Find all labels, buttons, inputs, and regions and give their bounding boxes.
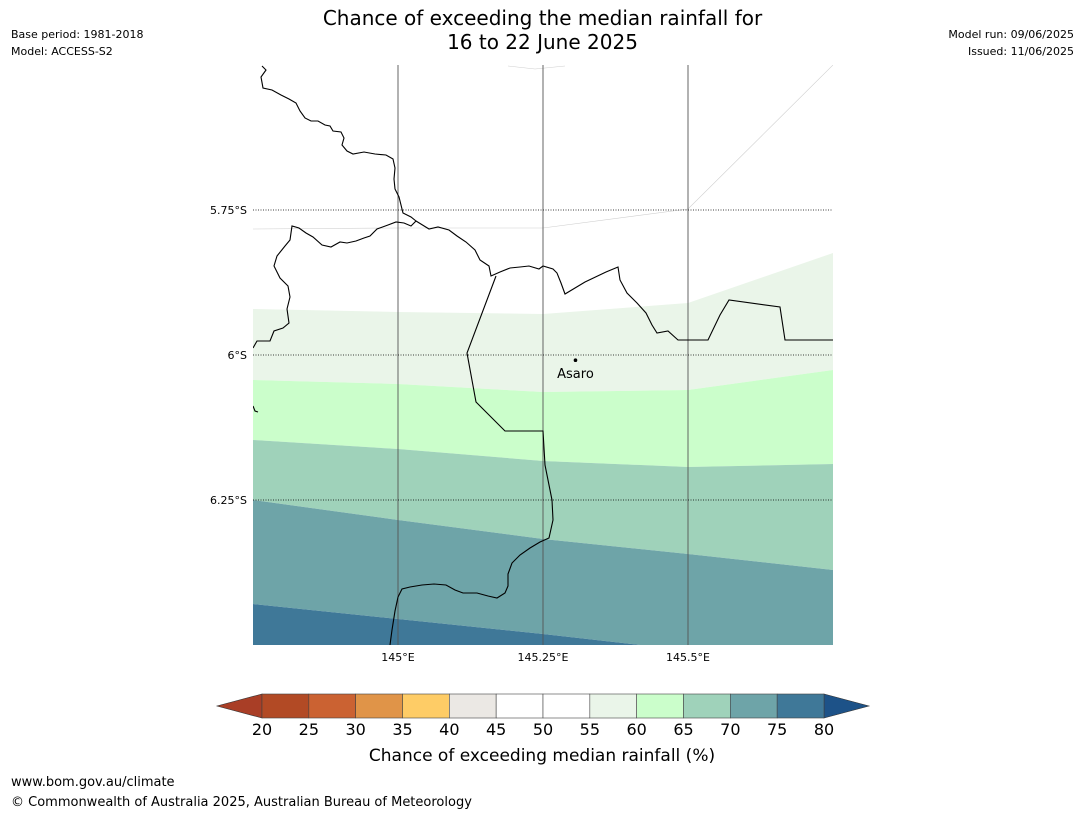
footer-copyright: © Commonwealth of Australia 2025, Austra… (11, 795, 472, 810)
colorbar-segment (776, 693, 825, 719)
colorbar-segment (542, 693, 591, 719)
lon-tick-labels: 145°E 145.25°E 145.5°E (381, 651, 710, 664)
colorbar-tick-label: 50 (533, 720, 553, 739)
colorbar-tick-label: 40 (439, 720, 459, 739)
colorbar-segment (683, 693, 731, 719)
colorbar-tick-label: 55 (580, 720, 600, 739)
province-border (415, 220, 833, 341)
model-run: Model run: 09/06/2025 (948, 28, 1074, 41)
province-border (253, 405, 259, 413)
colorbar-label: Chance of exceeding median rainfall (%) (369, 746, 715, 766)
model-name: Model: ACCESS-S2 (11, 45, 113, 58)
colorbar-segment (495, 693, 544, 719)
colorbar-tick-label: 30 (345, 720, 365, 739)
colorbar-segment (449, 693, 497, 719)
lat-tick-label: 6.25°S (210, 494, 247, 507)
colorbar-tick-label: 35 (392, 720, 412, 739)
colorbar-tick-label: 20 (252, 720, 272, 739)
province-border (389, 275, 554, 645)
colorbar-segment (636, 693, 684, 719)
title-line-1: Chance of exceeding the median rainfall … (322, 6, 763, 30)
colorbar-segment (261, 693, 310, 719)
lat-gridlines (253, 209, 833, 501)
lat-tick-labels: 5.75°S 6°S 6.25°S (210, 204, 247, 507)
colorbar: 20 25 30 35 40 45 50 55 60 65 70 75 80 (215, 693, 871, 739)
colorbar-segment (730, 693, 778, 719)
lon-tick-label: 145.25°E (518, 651, 569, 664)
colorbar-tick-label: 60 (626, 720, 646, 739)
province-border (253, 65, 417, 349)
place-label: Asaro (557, 367, 594, 382)
colorbar-extend-low (215, 693, 263, 719)
meta-left: Base period: 1981-2018 Model: ACCESS-S2 (11, 26, 143, 60)
colorbar-segment (589, 693, 637, 719)
map-area (253, 65, 833, 645)
lon-tick-label: 145.5°E (666, 651, 710, 664)
colorbar-tick-label: 45 (486, 720, 506, 739)
lat-tick-label: 5.75°S (210, 204, 247, 217)
colorbar-tick-label: 80 (814, 720, 834, 739)
colorbar-segment (355, 693, 403, 719)
lat-tick-label: 6°S (228, 349, 247, 362)
colorbar-tick-label: 65 (673, 720, 693, 739)
chart-title: Chance of exceeding the median rainfall … (0, 6, 1085, 54)
meta-right: Model run: 09/06/2025 Issued: 11/06/2025 (948, 26, 1074, 60)
footer-url[interactable]: www.bom.gov.au/climate (11, 775, 175, 790)
place-marker (573, 358, 578, 363)
colorbar-tick-label: 75 (767, 720, 787, 739)
issued-date: Issued: 11/06/2025 (967, 45, 1074, 58)
colorbar-segment (402, 693, 450, 719)
contour-line (507, 65, 566, 70)
colorbar-tick-label: 25 (299, 720, 319, 739)
colorbar-tick-label: 70 (720, 720, 740, 739)
title-line-2: 16 to 22 June 2025 (447, 30, 638, 54)
colorbar-segment (308, 693, 356, 719)
base-period: Base period: 1981-2018 (11, 28, 144, 41)
lon-tick-label: 145°E (381, 651, 414, 664)
colorbar-extend-high (823, 693, 871, 719)
